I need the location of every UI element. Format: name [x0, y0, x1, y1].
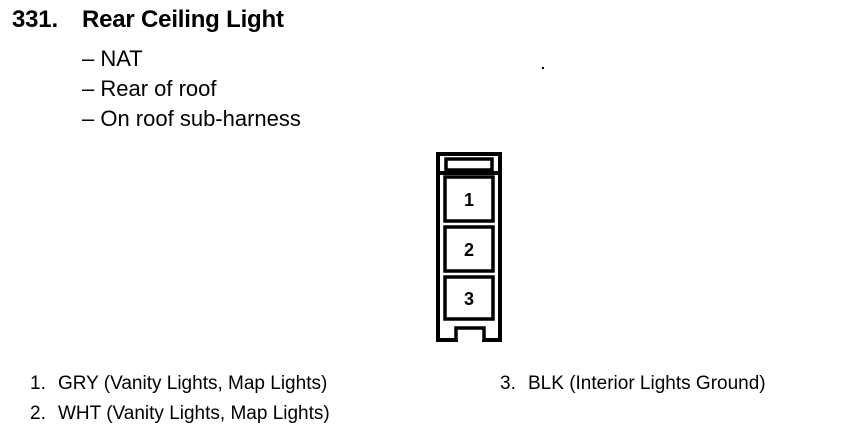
- legend-text: WHT (Vanity Lights, Map Lights): [58, 403, 330, 424]
- pin-cavity-2: [443, 225, 495, 273]
- detail-location: – Rear of roof: [82, 76, 217, 101]
- legend-index: 2.: [30, 403, 46, 424]
- legend-item-3: 3. BLK (Interior Lights Ground): [500, 369, 766, 399]
- pin-legend-right: 3. BLK (Interior Lights Ground): [500, 369, 766, 399]
- legend-text: BLK (Interior Lights Ground): [528, 373, 766, 394]
- legend-index: 3.: [500, 373, 516, 394]
- pin-label-1: 1: [464, 190, 474, 210]
- page-title: 331. Rear Ceiling Light: [12, 6, 284, 34]
- pin-label-2: 2: [464, 240, 474, 260]
- detail-option: – NAT: [82, 46, 143, 71]
- legend-item-2: 2. WHT (Vanity Lights, Map Lights): [30, 399, 330, 429]
- pin-cavity-3: [443, 275, 495, 321]
- component-number: 331.: [12, 6, 58, 33]
- pin-legend-left: 1. GRY (Vanity Lights, Map Lights) 2. WHT …: [30, 369, 330, 429]
- connector-diagram: 1 2 3: [436, 152, 504, 342]
- locking-tab: [444, 157, 494, 172]
- component-details: – NAT – Rear of roof – On roof sub-harne…: [82, 44, 301, 134]
- detail-harness: – On roof sub-harness: [82, 106, 301, 131]
- legend-text: GRY (Vanity Lights, Map Lights): [58, 373, 328, 394]
- component-title: Rear Ceiling Light: [82, 6, 284, 33]
- stray-dot: [542, 67, 544, 69]
- pin-label-3: 3: [464, 289, 474, 309]
- legend-index: 1.: [30, 373, 46, 394]
- pin-cavity-1: [443, 175, 495, 223]
- legend-item-1: 1. GRY (Vanity Lights, Map Lights): [30, 369, 330, 399]
- keying-notch: [454, 326, 486, 340]
